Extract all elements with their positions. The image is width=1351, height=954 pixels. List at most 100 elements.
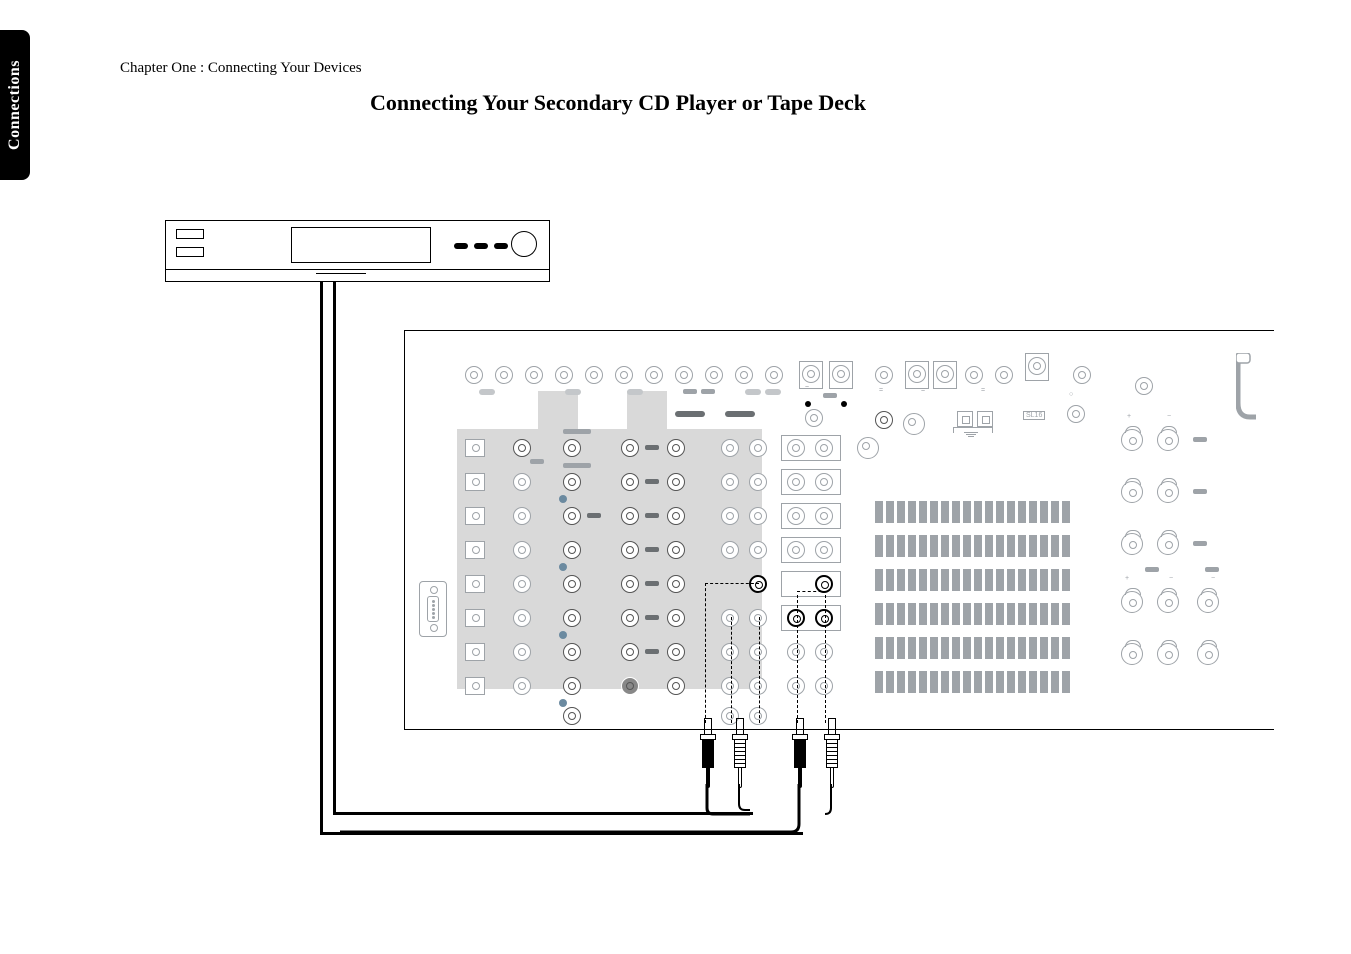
source-deck: [165, 220, 550, 282]
svideo-jack: [621, 575, 639, 593]
target-jack-in-l: [749, 575, 767, 593]
svideo-jack: [621, 677, 639, 695]
rca-plug-black: [700, 718, 716, 788]
tiny-label: =: [921, 387, 925, 394]
jack: [721, 609, 739, 627]
power-cord-icon: [1236, 353, 1276, 423]
svideo-jack: [621, 541, 639, 559]
tiny-label: =: [981, 387, 985, 394]
antenna-bracket: [953, 427, 993, 433]
svideo-jack: [621, 507, 639, 525]
chapter-breadcrumb: Chapter One : Connecting Your Devices: [120, 60, 362, 77]
jack: [667, 473, 685, 491]
top-jack: [525, 366, 543, 384]
fin-row: [875, 637, 1070, 659]
dot: [841, 401, 847, 407]
jack: [667, 507, 685, 525]
jack: [721, 473, 739, 491]
pill: [645, 445, 659, 450]
jack: [563, 643, 581, 661]
jack: [513, 473, 531, 491]
jack: [815, 677, 833, 695]
binding-post: [1121, 591, 1143, 613]
jack: [721, 643, 739, 661]
deck-knob: [511, 231, 537, 257]
side-tab-label: Connections: [6, 60, 24, 150]
fin-row: [875, 671, 1070, 693]
svideo-jack: [621, 473, 639, 491]
jack: [563, 541, 581, 559]
tiny-label: ○: [1069, 391, 1073, 398]
cable-2-horiz: [333, 812, 753, 815]
jack: [513, 677, 531, 695]
page-title: Connecting Your Secondary CD Player or T…: [370, 90, 866, 116]
dashed-line: [759, 617, 760, 723]
polarity-label: −: [1167, 413, 1171, 420]
jack: [667, 439, 685, 457]
pill: [587, 513, 601, 518]
binding-post: [1121, 643, 1143, 665]
cable-2-vert: [333, 282, 336, 812]
pill: [627, 389, 643, 395]
dashed-line: [797, 595, 798, 723]
jack: [513, 541, 531, 559]
pill: [1193, 437, 1207, 442]
fin-row: [875, 603, 1070, 625]
top-jack: [936, 365, 954, 383]
binding-post: [1157, 643, 1179, 665]
jack: [787, 507, 805, 525]
sq-jack: [465, 677, 485, 695]
jack: [749, 609, 767, 627]
polarity-label: −: [1169, 575, 1173, 582]
coax-jack: [1135, 377, 1153, 395]
sq-jack: [465, 439, 485, 457]
top-jack: [1028, 357, 1046, 375]
jack: [667, 575, 685, 593]
jack: [875, 411, 893, 429]
deck-divider: [166, 269, 549, 270]
dot-indicator: [559, 563, 567, 571]
sq-jack: [465, 507, 485, 525]
jack: [563, 507, 581, 525]
sq-jack: [465, 643, 485, 661]
top-jack: [735, 366, 753, 384]
pill: [563, 463, 591, 468]
jack: [563, 677, 581, 695]
pill: [765, 389, 781, 395]
pill: [645, 581, 659, 586]
jack: [787, 643, 805, 661]
fin-row: [875, 501, 1070, 523]
pill: [530, 459, 544, 464]
binding-post: [1157, 591, 1179, 613]
pill: [1145, 567, 1159, 572]
jack: [513, 609, 531, 627]
top-jack: [805, 409, 823, 427]
deck-button-2: [474, 243, 488, 249]
binding-post: [1197, 591, 1219, 613]
pill: [479, 389, 495, 395]
jack: [749, 473, 767, 491]
label-strip: [675, 411, 705, 417]
pill: [1205, 567, 1219, 572]
top-jack: [615, 366, 633, 384]
jack: [815, 541, 833, 559]
jack: [563, 473, 581, 491]
pill: [565, 389, 581, 395]
pill: [645, 547, 659, 552]
top-jack: [1073, 366, 1091, 384]
top-jack: [908, 365, 926, 383]
polarity-label: −: [1211, 575, 1215, 582]
binding-post: [1157, 429, 1179, 451]
top-jack: [645, 366, 663, 384]
cable-curves: [700, 780, 860, 840]
jack: [667, 643, 685, 661]
tiny-label: =: [805, 385, 809, 392]
top-jack: [832, 365, 850, 383]
sq-jack: [465, 473, 485, 491]
jack: [563, 575, 581, 593]
tiny-label: =: [879, 387, 883, 394]
rca-plug-white: [732, 718, 748, 788]
top-jack: [875, 366, 893, 384]
top-jack: [802, 365, 820, 383]
label-strip: [725, 411, 755, 417]
